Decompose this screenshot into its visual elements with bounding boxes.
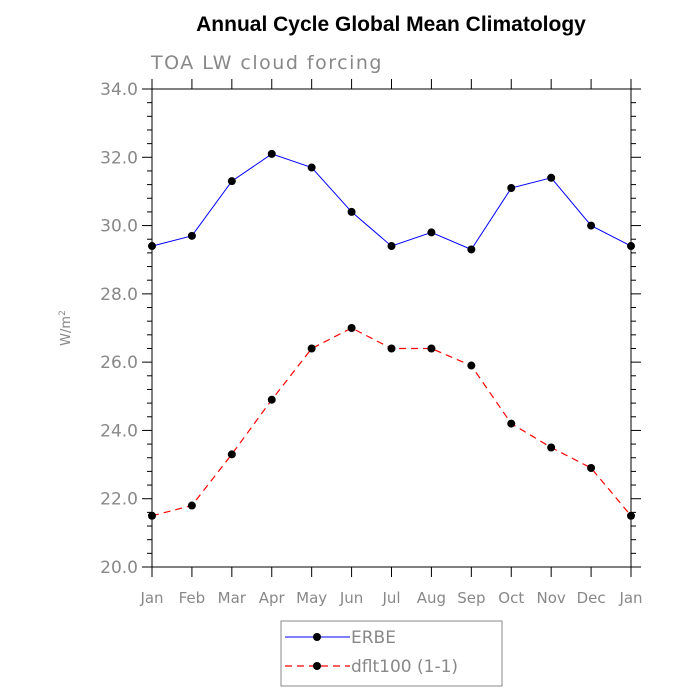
series-1-point — [427, 344, 436, 353]
y-axis-label-text: W/m — [59, 316, 74, 346]
legend-marker-erbe — [313, 633, 321, 641]
series-1-point — [627, 511, 635, 520]
series-1-point — [307, 344, 316, 353]
series-0-point — [427, 228, 436, 237]
series-line-1 — [151, 327, 632, 517]
series-1-point — [467, 361, 476, 370]
x-tick-label: Aug — [417, 589, 446, 607]
series-0-point — [467, 245, 476, 254]
legend-label-dflt100: dflt100 (1-1) — [351, 657, 458, 677]
series-0-point — [347, 207, 356, 216]
y-tick-label: 26.0 — [100, 353, 138, 373]
y-tick-label: 24.0 — [100, 421, 138, 441]
legend-label-erbe: ERBE — [351, 628, 396, 648]
series-0-point — [187, 231, 196, 240]
y-tick-label: 30.0 — [100, 217, 138, 237]
y-tick-label: 28.0 — [100, 285, 138, 305]
x-tick-label: Jul — [381, 589, 400, 607]
x-tick-label: Feb — [179, 589, 206, 607]
series-1-point — [547, 443, 556, 452]
series-1-point — [507, 419, 516, 428]
series-0-point — [547, 173, 556, 182]
series-0-point — [227, 177, 236, 186]
plot-frame — [151, 88, 632, 568]
y-tick-label: 22.0 — [100, 490, 138, 510]
x-tick-label: May — [296, 589, 327, 607]
series-0-point — [148, 242, 156, 251]
x-tick-label: Sep — [457, 589, 485, 607]
chart-subtitle: TOA LW cloud forcing — [150, 52, 383, 74]
x-tick-label: Apr — [259, 589, 286, 607]
series-0-point — [627, 242, 635, 251]
x-tick-label: Dec — [577, 589, 606, 607]
series-1-point — [187, 501, 196, 510]
x-tick-label: Oct — [498, 589, 524, 607]
x-tick-label: Jan — [618, 589, 642, 607]
x-tick-label: Nov — [537, 589, 566, 607]
x-tick-label: Mar — [218, 589, 247, 607]
series-0-point — [587, 221, 596, 230]
series-line-0 — [151, 153, 632, 251]
series-1-point — [267, 395, 276, 404]
series-0-point — [267, 149, 276, 158]
y-axis-label: W/m2 — [58, 310, 74, 346]
plot-axes — [142, 79, 641, 577]
series-1-point — [587, 463, 596, 472]
series-layer — [148, 149, 635, 520]
legend: ERBE dflt100 (1-1) — [280, 620, 503, 687]
series-1-point — [227, 450, 236, 459]
legend-marker-dflt100 — [313, 662, 321, 670]
series-0-point — [387, 242, 396, 251]
series-0-point — [307, 163, 316, 172]
x-tick-labels: Jan Feb Mar Apr May Jun Jul Aug Sep Oct Nov Dec Jan — [139, 589, 642, 607]
y-tick-label: 20.0 — [100, 558, 138, 578]
x-tick-label: Jun — [339, 589, 363, 607]
series-1-point — [148, 511, 156, 520]
y-tick-label: 34.0 — [100, 80, 138, 100]
series-1-point — [387, 344, 396, 353]
series-1-point — [347, 324, 356, 332]
y-tick-labels: 20.0 22.0 24.0 26.0 28.0 30.0 32.0 34.0 — [100, 80, 138, 578]
x-tick-label: Jan — [139, 589, 163, 607]
legend-box — [280, 620, 503, 687]
chart-title: Annual Cycle Global Mean Climatology — [196, 13, 586, 36]
y-tick-label: 32.0 — [100, 148, 138, 168]
y-axis-label-superscript: 2 — [58, 310, 68, 316]
series-0-point — [507, 184, 516, 193]
